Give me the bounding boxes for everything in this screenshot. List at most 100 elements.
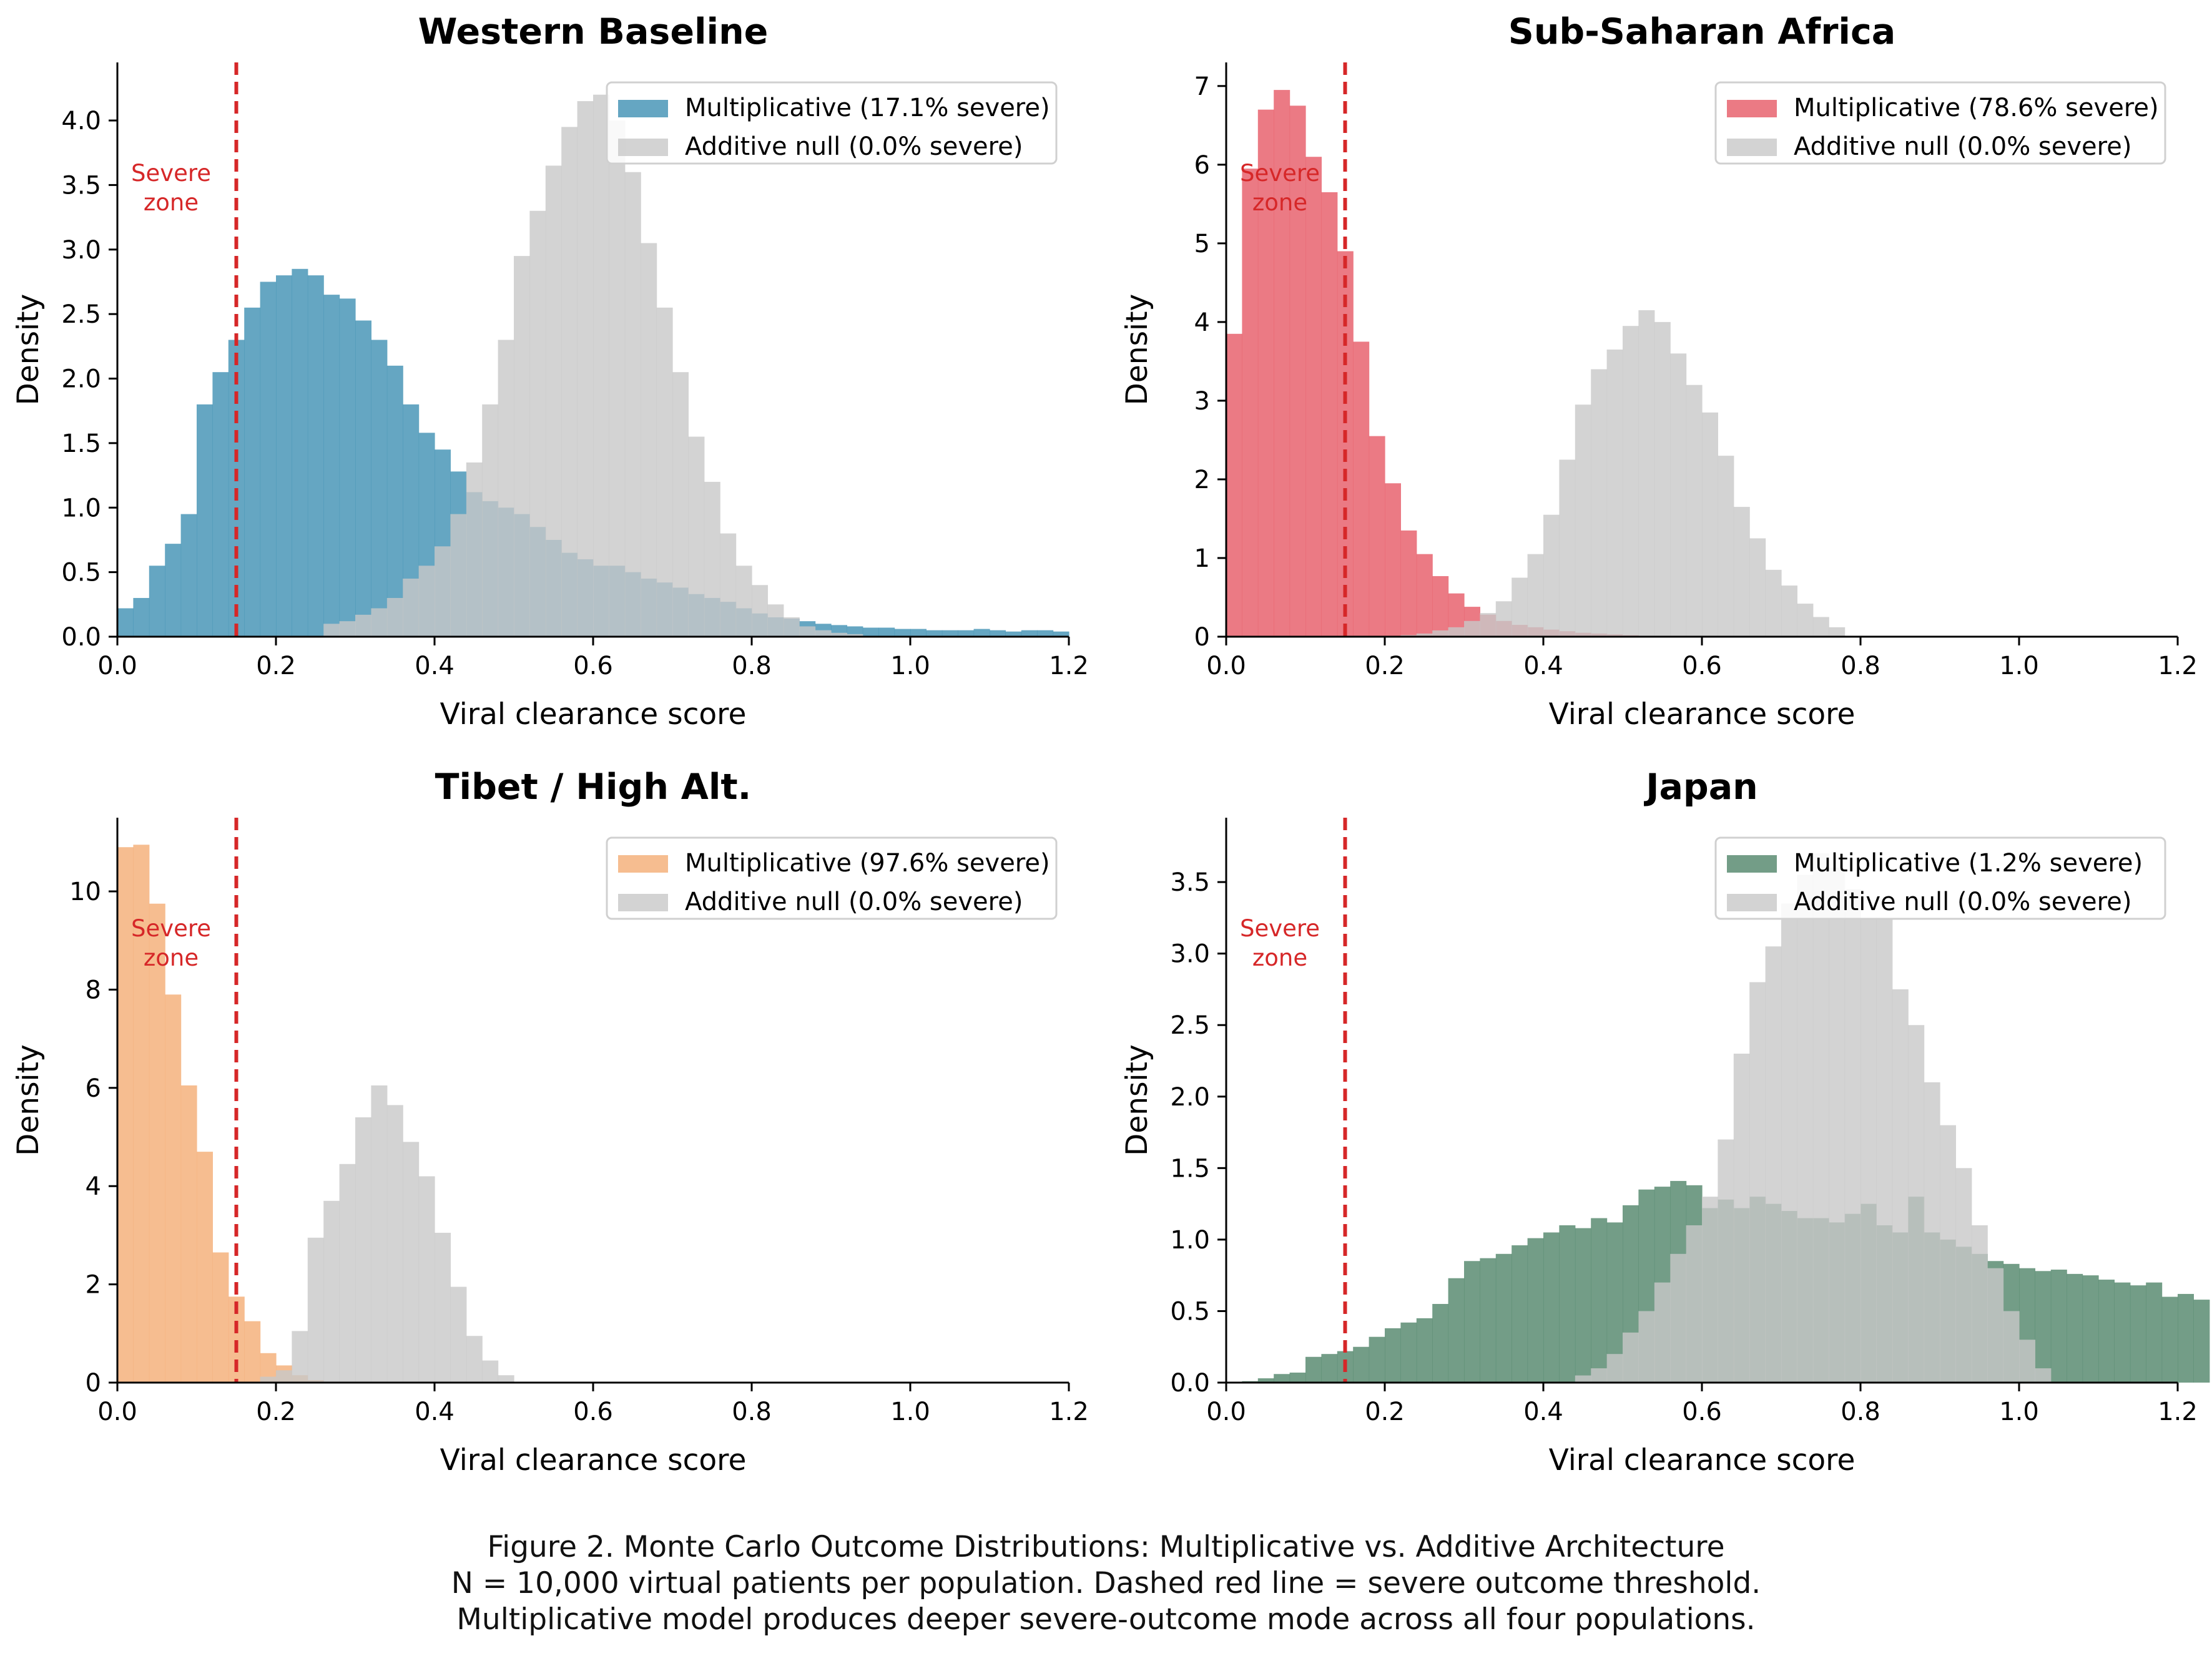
x-tick-label: 0.2 <box>1365 652 1405 680</box>
histogram-bar <box>1369 1336 1385 1383</box>
histogram-bar <box>1654 1282 1671 1383</box>
histogram-bar <box>1353 341 1370 637</box>
histogram-bar <box>1543 514 1560 637</box>
histogram-bar <box>1416 633 1433 637</box>
histogram-bar <box>1781 903 1797 1383</box>
y-tick-label: 0.0 <box>1170 1369 1210 1398</box>
histogram-bar <box>593 94 609 637</box>
legend-frame <box>1714 81 2166 165</box>
y-tick-label: 2 <box>86 1271 101 1300</box>
x-tick-label: 0.2 <box>256 1398 296 1426</box>
y-tick-label: 2.0 <box>1170 1083 1210 1112</box>
histogram-bar <box>403 578 420 637</box>
histogram-bar <box>1575 1375 1591 1383</box>
x-tick-label: 0.8 <box>732 1398 772 1426</box>
histogram-bar <box>1591 1218 1608 1383</box>
y-axis-label: Density <box>11 1044 46 1156</box>
histogram-bar <box>1940 1125 1956 1383</box>
histogram-bar <box>720 533 737 637</box>
histogram-bar <box>1257 109 1274 637</box>
histogram-bar <box>355 320 371 637</box>
additive-series <box>1400 310 1846 637</box>
histogram-bar <box>323 624 340 637</box>
y-tick-label: 1.5 <box>61 429 101 458</box>
histogram-bar <box>1606 1354 1623 1383</box>
histogram-bar <box>561 127 578 637</box>
histogram-bar <box>498 340 514 637</box>
y-tick-label: 2.5 <box>61 300 101 329</box>
y-tick-label: 2.0 <box>61 365 101 394</box>
histogram-bar <box>1416 1318 1433 1383</box>
x-tick-label: 0.0 <box>1206 1398 1246 1426</box>
histogram-bar <box>1765 946 1782 1383</box>
histogram-bar <box>1257 1378 1274 1383</box>
chart-legend: Multiplicative (97.6% severe) Additive nu… <box>606 836 1058 920</box>
histogram-bar <box>1844 889 1861 1383</box>
histogram-bar <box>323 295 340 637</box>
histogram-bar <box>815 630 832 637</box>
y-tick-label: 1.5 <box>1170 1154 1210 1183</box>
histogram-bar <box>1289 1372 1306 1383</box>
y-tick-label: 3 <box>1194 387 1210 416</box>
histogram-bar <box>1448 1278 1465 1383</box>
chart-legend: Multiplicative (1.2% severe) Additive nul… <box>1714 836 2166 920</box>
histogram-bar <box>1432 576 1449 637</box>
histogram-bar <box>339 1164 356 1383</box>
x-tick-label: 1.0 <box>1999 652 2039 680</box>
y-tick-label: 8 <box>86 976 101 1004</box>
histogram-bar <box>862 627 879 637</box>
histogram-bar <box>133 597 150 637</box>
y-tick-label: 0.0 <box>61 623 101 652</box>
histogram-bar <box>1654 321 1671 637</box>
histogram-bar <box>1606 350 1623 637</box>
x-tick-label: 0.4 <box>415 1398 455 1426</box>
histogram-bar <box>2035 1271 2052 1383</box>
histogram-bar <box>1274 1374 1290 1383</box>
histogram-bar <box>2098 1280 2115 1383</box>
histogram-bar <box>1053 631 1069 637</box>
histogram-bar <box>1829 868 1846 1383</box>
histogram-bar <box>276 1370 292 1383</box>
y-tick-label: 7 <box>1194 72 1210 101</box>
histogram-bar <box>180 514 197 637</box>
histogram-bar <box>1908 1025 1925 1383</box>
histogram-bar <box>878 627 895 637</box>
y-axis-label: Density <box>1120 294 1154 406</box>
histogram-bar <box>894 629 911 637</box>
chart-legend: Multiplicative (17.1% severe) Additive nu… <box>606 81 1058 165</box>
histogram-bar <box>1021 630 1038 637</box>
multiplicative-series <box>1226 90 1639 637</box>
x-tick-label: 1.2 <box>1049 652 1089 680</box>
histogram-bar <box>292 268 308 637</box>
histogram-bar <box>1702 412 1718 637</box>
multiplicative-series <box>117 845 340 1383</box>
histogram-bar <box>1512 1245 1528 1383</box>
y-tick-label: 6 <box>1194 151 1210 180</box>
histogram-bar <box>1797 875 1814 1383</box>
histogram-bar <box>1321 192 1338 637</box>
severe-zone-label: zone <box>1252 944 1307 971</box>
severe-zone-label: Severe <box>131 915 211 942</box>
histogram-bar <box>1416 554 1433 637</box>
caption-line-3: Multiplicative model produces deeper sev… <box>456 1602 1756 1637</box>
y-tick-label: 2.5 <box>1170 1011 1210 1040</box>
histogram-bar <box>545 165 562 637</box>
histogram-bar <box>1480 1258 1497 1383</box>
legend-entry: Additive null (0.0% severe) <box>685 888 1023 916</box>
histogram-bar <box>1495 1253 1512 1383</box>
histogram-bar <box>1575 1228 1591 1383</box>
histogram-bar <box>1829 627 1846 637</box>
x-tick-label: 0.4 <box>1523 652 1563 680</box>
histogram-bar <box>1242 169 1259 637</box>
severe-zone-label: Severe <box>131 160 211 187</box>
histogram-bar <box>1765 569 1782 637</box>
histogram-bar <box>1495 601 1512 637</box>
additive-series <box>260 1085 514 1383</box>
y-tick-label: 6 <box>86 1074 101 1103</box>
histogram-bar <box>1591 369 1608 637</box>
severe-zone-label: zone <box>144 944 199 971</box>
histogram-bar <box>609 120 626 637</box>
severe-zone-label: Severe <box>1240 160 1320 187</box>
x-tick-label: 0.2 <box>256 652 296 680</box>
